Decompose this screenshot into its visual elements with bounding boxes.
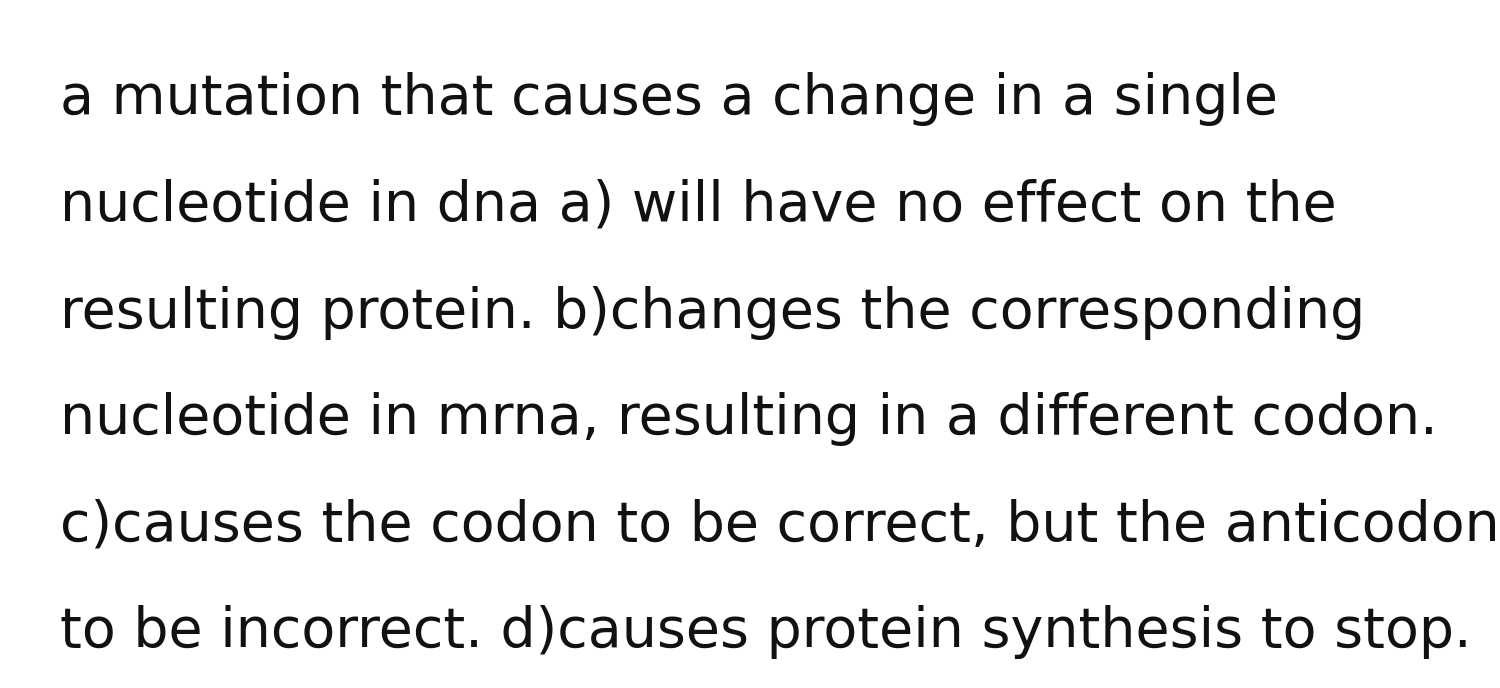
Text: nucleotide in mrna, resulting in a different codon.: nucleotide in mrna, resulting in a diffe… <box>60 392 1437 446</box>
Text: c)causes the codon to be correct, but the anticodon: c)causes the codon to be correct, but th… <box>60 499 1500 552</box>
Text: nucleotide in dna a) will have no effect on the: nucleotide in dna a) will have no effect… <box>60 179 1336 233</box>
Text: a mutation that causes a change in a single: a mutation that causes a change in a sin… <box>60 72 1278 126</box>
Text: resulting protein. b)changes the corresponding: resulting protein. b)changes the corresp… <box>60 286 1365 339</box>
Text: to be incorrect. d)causes protein synthesis to stop.: to be incorrect. d)causes protein synthe… <box>60 605 1472 659</box>
